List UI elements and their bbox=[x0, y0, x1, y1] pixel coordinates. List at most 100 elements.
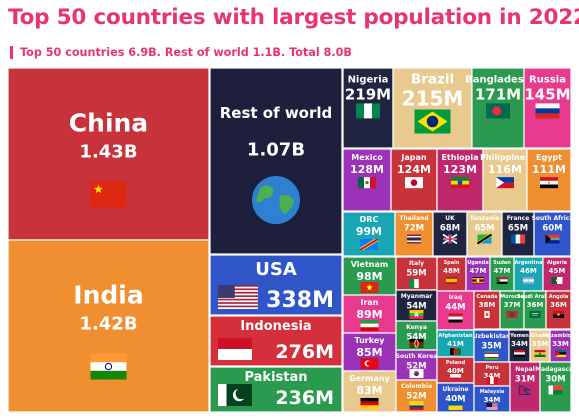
tile-label-uganda: Uganda bbox=[467, 260, 489, 266]
flag-icon-germany bbox=[360, 398, 379, 409]
tile-uk: UK 68M bbox=[432, 211, 468, 257]
tile-label-nigeria: Nigeria bbox=[348, 74, 389, 85]
tile-value-france: 65M bbox=[508, 224, 528, 234]
tile-label-indonesia: Indonesia bbox=[240, 319, 311, 334]
flag-icon-egypt bbox=[540, 177, 558, 189]
tile-value-malaysia: 34M bbox=[484, 396, 501, 404]
tile-iraq: Iraq 44M bbox=[436, 290, 475, 331]
tile-label-madagascar: Madagascar bbox=[535, 366, 576, 373]
tile-value-japan: 124M bbox=[397, 163, 431, 176]
tile-value-drc: 99M bbox=[356, 225, 382, 238]
tile-value-morocco: 37M bbox=[504, 301, 521, 309]
flag-icon-usa bbox=[218, 285, 258, 309]
flag-icon-bangladesh bbox=[486, 103, 510, 119]
tile-value-philippines: 116M bbox=[488, 163, 522, 176]
tile-label-iraq: Iraq bbox=[449, 294, 463, 301]
flag-icon-tanzania bbox=[476, 233, 493, 245]
flag-icon-china bbox=[90, 181, 127, 208]
tile-label-japan: Japan bbox=[400, 153, 427, 162]
tile-italy: Italy 59M bbox=[395, 256, 438, 291]
flag-icon-thailand bbox=[407, 234, 421, 244]
tile-label-poland: Poland bbox=[446, 360, 466, 366]
flag-icon-angola bbox=[553, 311, 564, 318]
tile-ukraine: Ukraine 40M bbox=[436, 382, 475, 413]
tile-pakistan: Pakistan 236M bbox=[209, 366, 343, 413]
tile-usa: USA 338M bbox=[209, 254, 343, 316]
tile-rect-angola bbox=[545, 290, 572, 330]
flag-icon-madagascar bbox=[548, 385, 563, 395]
tile-label-kenya: Kenya bbox=[406, 324, 427, 331]
flag-icon-canada bbox=[481, 311, 493, 318]
tile-label-myanmar: Myanmar bbox=[401, 293, 433, 300]
flag-icon-philippines bbox=[496, 177, 514, 189]
flag-icon-algeria bbox=[551, 277, 563, 284]
tile-value-tanzania: 65M bbox=[474, 224, 494, 234]
tile-label-china: China bbox=[69, 109, 148, 138]
tile-label-angola: Angola bbox=[549, 294, 569, 300]
flag-icon-malaysia bbox=[486, 403, 498, 410]
tile-south-korea: South Korea 52M bbox=[395, 349, 438, 381]
flag-icon-south-africa bbox=[545, 234, 560, 244]
tile-value-angola: 36M bbox=[550, 301, 567, 309]
tile-value-ukraine: 40M bbox=[445, 395, 465, 405]
tile-label-ukraine: Ukraine bbox=[442, 386, 468, 393]
tile-label-italy: Italy bbox=[409, 260, 424, 267]
tile-value-madagascar: 30M bbox=[545, 375, 565, 385]
tile-value-nigeria: 219M bbox=[345, 85, 391, 103]
flag-icon-peru bbox=[486, 377, 498, 384]
tile-label-turkey: Turkey bbox=[355, 336, 386, 345]
flag-icon-vietnam bbox=[360, 282, 379, 293]
tile-value-iraq: 44M bbox=[445, 303, 465, 313]
tile-kenya: Kenya 54M bbox=[395, 320, 438, 351]
tile-rect-nepal bbox=[509, 361, 541, 413]
flag-icon-india bbox=[90, 353, 127, 380]
tile-label-iran: Iran bbox=[360, 298, 378, 307]
tile-value-spain: 48M bbox=[443, 267, 460, 275]
tile-label-mozambique: Mozambique bbox=[543, 333, 579, 339]
tile-value-indonesia: 276M bbox=[275, 341, 334, 363]
tile-value-thailand: 72M bbox=[404, 224, 424, 234]
tile-value-peru: 34M bbox=[484, 372, 501, 380]
tile-nepal: Nepal 31M bbox=[509, 361, 541, 413]
tile-label-saudi-arabia: Saudi Arabia bbox=[517, 294, 553, 300]
tile-value-mozambique: 33M bbox=[552, 340, 569, 348]
tile-label-philippines: Philippines bbox=[480, 153, 530, 162]
tile-label-uzbekistan: Uzbekistan bbox=[473, 333, 511, 340]
flag-icon-russia bbox=[535, 103, 560, 119]
flag-icon-argentina bbox=[523, 277, 534, 284]
tile-label-sudan: Sudan bbox=[493, 260, 511, 266]
tile-india: India 1.42B bbox=[7, 239, 210, 413]
flag-icon-mozambique bbox=[555, 350, 566, 357]
tile-label-colombia: Colombia bbox=[401, 383, 432, 390]
flag-icon-colombia bbox=[409, 401, 424, 410]
flag-icon-ukraine bbox=[448, 401, 463, 410]
flag-icon-drc bbox=[360, 239, 378, 250]
flag-icon-ghana bbox=[534, 350, 546, 357]
tile-south-africa: South Africa 60M bbox=[532, 211, 573, 257]
tile-value-uganda: 47M bbox=[470, 267, 487, 275]
tile-value-argentina: 46M bbox=[520, 267, 537, 275]
flag-icon-yemen bbox=[514, 350, 525, 357]
tile-label-bangladesh: Bangladesh bbox=[465, 74, 531, 85]
tile-rect-spain bbox=[436, 256, 467, 292]
flag-icon-mexico bbox=[358, 177, 376, 189]
tile-value-germany: 83M bbox=[356, 384, 382, 397]
flag-icon-brazil bbox=[414, 109, 451, 134]
tile-indonesia: Indonesia 276M bbox=[209, 315, 343, 367]
